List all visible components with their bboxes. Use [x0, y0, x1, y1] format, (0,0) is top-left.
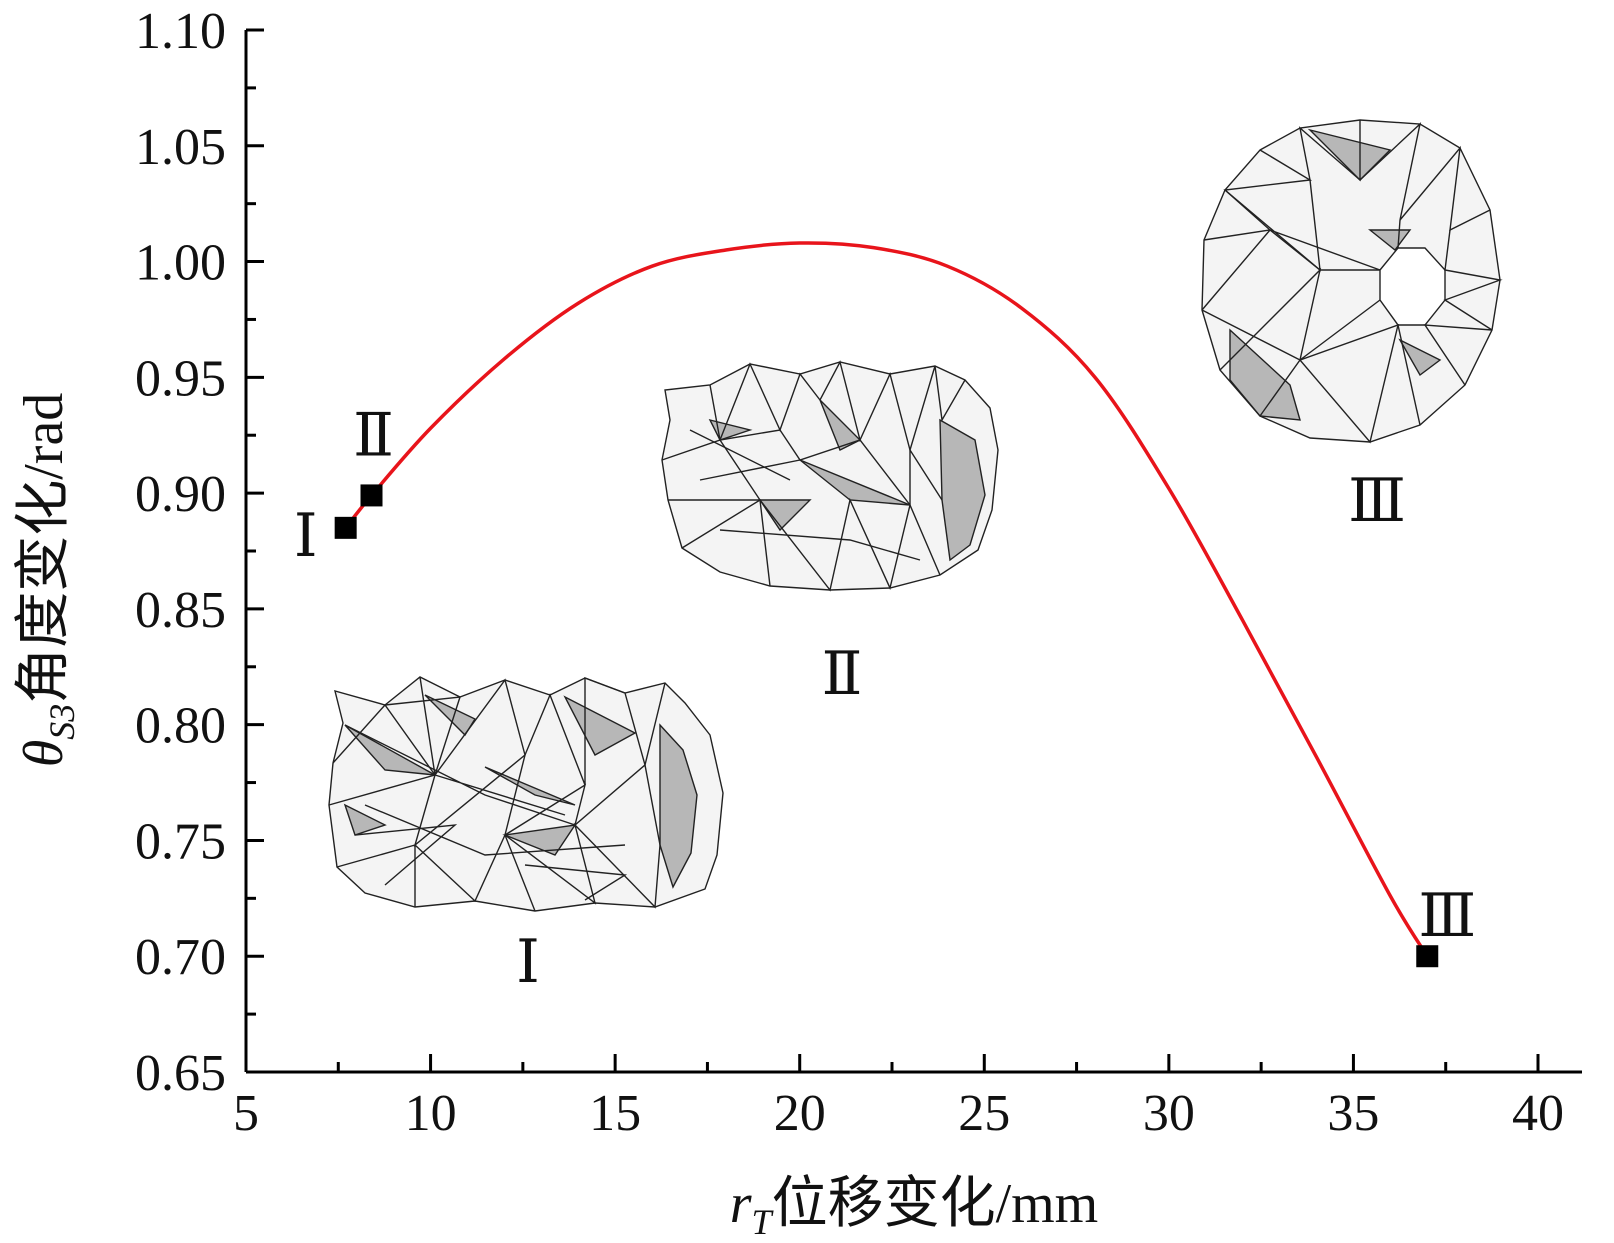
series-line — [344, 241, 1429, 958]
x-axis-text: 位移变化/mm — [772, 1173, 1099, 1235]
tick-labels: 5 10 15 20 25 30 35 40 0.65 0.70 0.75 0.80 0.85 0.90 0… — [135, 3, 1564, 1142]
data-marker-2 — [360, 484, 383, 507]
x-tick-label: 15 — [589, 1085, 641, 1142]
x-tick-label: 30 — [1143, 1085, 1195, 1142]
y-tick-label: 0.85 — [135, 582, 226, 639]
data-marker-3 — [1416, 945, 1439, 968]
y-tick-label: 0.70 — [135, 929, 226, 986]
inset-origami-tube-1 — [328, 676, 724, 912]
inset-origami-tube-2 — [661, 360, 999, 592]
data-marker-1 — [334, 516, 357, 539]
marker-label-3: Ⅲ — [1418, 883, 1476, 949]
x-axis-title: rT位移变化/mm — [730, 1173, 1099, 1242]
y-tick-label: 0.95 — [135, 350, 226, 407]
y-axis-title: θS3角度变化/rad — [13, 393, 82, 768]
inset-origami-tube-3 — [1201, 119, 1503, 444]
marker-label-2: Ⅱ — [353, 402, 394, 468]
y-axis-text: 角度变化/rad — [13, 393, 75, 704]
y-tick-label: 0.80 — [135, 698, 226, 755]
marker-label-1: Ⅰ — [294, 503, 318, 569]
y-tick-label: 0.65 — [135, 1045, 226, 1102]
markers — [334, 484, 1439, 968]
y-tick-label: 0.75 — [135, 813, 226, 870]
x-tick-label: 10 — [405, 1085, 457, 1142]
x-tick-label: 25 — [958, 1085, 1010, 1142]
x-axis-var: r — [730, 1173, 752, 1235]
y-axis-var: θ — [13, 740, 75, 768]
y-axis-sub: S3 — [42, 704, 82, 740]
inset-label-2: Ⅱ — [822, 641, 863, 707]
x-tick-label: 35 — [1327, 1085, 1379, 1142]
x-tick-label: 40 — [1512, 1085, 1564, 1142]
x-axis-sub: T — [752, 1202, 775, 1242]
inset-label-1: Ⅰ — [516, 929, 540, 995]
x-tick-label: 5 — [233, 1085, 259, 1142]
inset-label-3: Ⅲ — [1348, 468, 1406, 534]
y-tick-label: 1.00 — [135, 235, 226, 292]
ticks — [244, 28, 1540, 1074]
x-tick-label: 20 — [774, 1085, 826, 1142]
y-tick-label: 1.05 — [135, 119, 226, 176]
y-tick-label: 0.90 — [135, 466, 226, 523]
y-tick-label: 1.10 — [135, 3, 226, 60]
